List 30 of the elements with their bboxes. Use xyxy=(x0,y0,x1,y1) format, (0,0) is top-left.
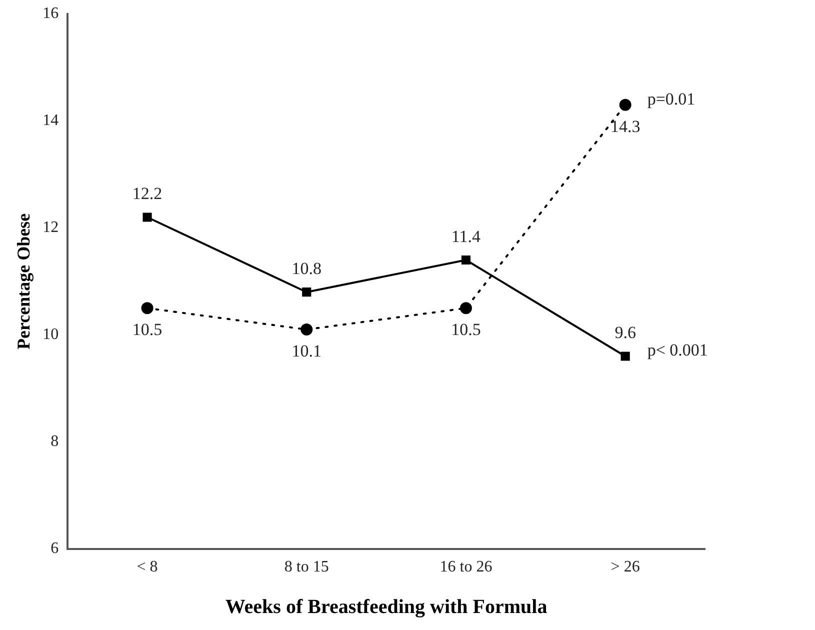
point xyxy=(302,288,312,297)
y-tick-label: 10 xyxy=(42,326,59,344)
x-axis-title: Weeks of Breastfeeding with Formula xyxy=(225,596,548,618)
annotation: p=0.01 xyxy=(647,89,696,108)
data-label: 10.5 xyxy=(451,320,481,340)
data-label: 12.2 xyxy=(132,184,162,204)
x-tick-label: < 8 xyxy=(136,558,158,576)
data-label: 9.6 xyxy=(614,323,636,342)
data-label: 14.3 xyxy=(610,116,640,136)
point xyxy=(460,302,472,314)
point xyxy=(620,352,630,361)
point xyxy=(141,302,154,314)
annotation: p< 0.001 xyxy=(647,340,708,360)
point xyxy=(619,98,632,111)
x-tick-label: > 26 xyxy=(610,558,640,576)
y-tick-label: 16 xyxy=(42,5,59,22)
data-label: 11.4 xyxy=(451,226,482,246)
data-label: 10.5 xyxy=(132,320,162,340)
data-label: 10.1 xyxy=(292,342,322,360)
y-tick-label: 14 xyxy=(42,112,59,130)
x-tick-label: 8 to 15 xyxy=(284,558,329,576)
y-axis-title: Percentage Obese xyxy=(13,213,34,350)
point xyxy=(142,212,152,222)
y-tick-label: 8 xyxy=(50,433,59,450)
y-tick-label: 12 xyxy=(42,219,59,236)
point xyxy=(461,255,471,265)
y-tick-label: 6 xyxy=(50,540,59,558)
x-tick-label: 16 to 26 xyxy=(440,558,492,576)
data-label: 10.8 xyxy=(292,259,322,278)
point xyxy=(300,324,313,336)
